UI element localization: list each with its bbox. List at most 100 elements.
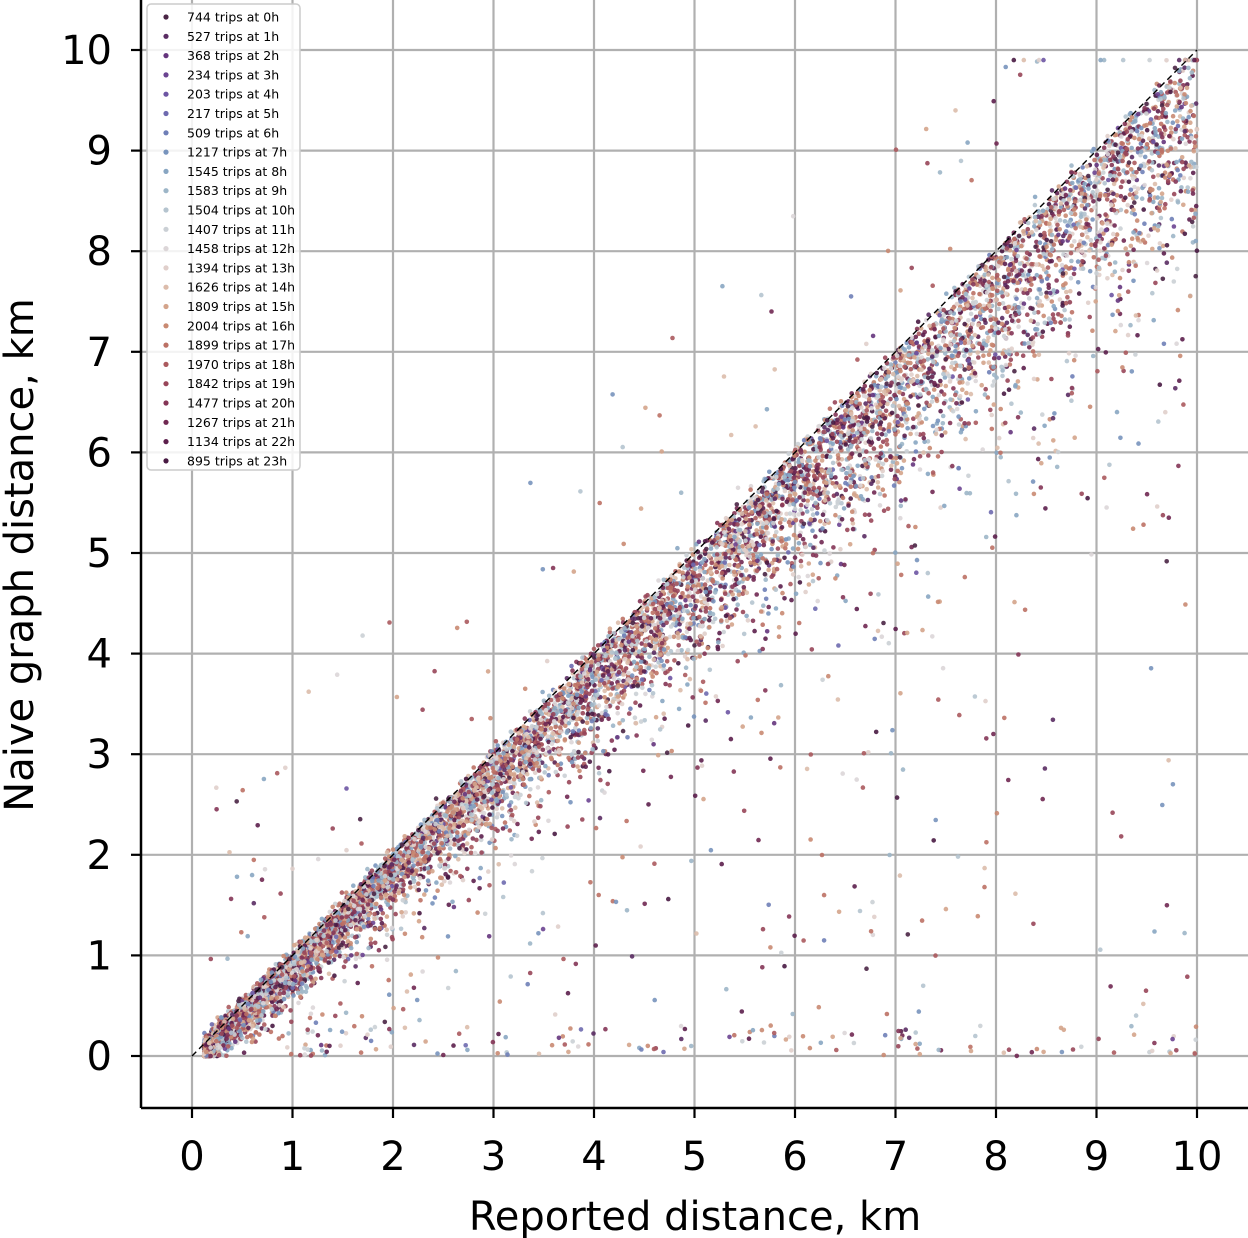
scatter-point [552, 831, 557, 837]
scatter-point [417, 1017, 422, 1023]
scatter-point [1193, 1024, 1199, 1029]
scatter-point [529, 836, 534, 842]
scatter-point [989, 412, 994, 418]
scatter-point [1110, 810, 1115, 815]
scatter-point [1157, 241, 1163, 246]
scatter-point [641, 768, 646, 774]
scatter-point [1104, 221, 1110, 227]
scatter-point [488, 715, 493, 721]
scatter-point [708, 566, 714, 571]
scatter-point [384, 932, 390, 938]
scatter-point [789, 597, 794, 603]
scatter-point [1118, 184, 1124, 190]
scatter-point [607, 768, 612, 774]
scatter-point [1194, 248, 1200, 253]
scatter-point [671, 634, 677, 640]
scatter-point [1068, 250, 1074, 256]
scatter-point [642, 718, 647, 723]
scatter-point [343, 1031, 349, 1036]
scatter-point [1131, 278, 1136, 284]
scatter-point [814, 488, 820, 494]
scatter-point [420, 707, 425, 712]
scatter-point [913, 440, 918, 445]
scatter-point [969, 177, 974, 183]
scatter-point [1039, 460, 1044, 466]
scatter-point [836, 643, 841, 648]
scatter-point [877, 388, 882, 393]
scatter-point [1162, 205, 1167, 211]
scatter-point [540, 855, 545, 861]
scatter-point [339, 1029, 345, 1034]
scatter-point [1177, 353, 1183, 359]
scatter-point [575, 1044, 581, 1049]
scatter-point [966, 318, 971, 323]
scatter-point [917, 1051, 923, 1057]
scatter-point [596, 765, 601, 771]
scatter-point [403, 910, 409, 915]
scatter-point [540, 747, 546, 753]
scatter-point [621, 633, 627, 639]
scatter-point [798, 502, 804, 508]
scatter-point [1191, 148, 1197, 154]
scatter-point [1152, 181, 1158, 187]
scatter-point [1182, 930, 1187, 936]
scatter-point [334, 672, 340, 677]
scatter-point [1156, 185, 1162, 191]
scatter-point [900, 767, 906, 772]
scatter-point [486, 869, 491, 874]
scatter-point [399, 910, 404, 915]
scatter-point [535, 815, 541, 821]
scatter-point [995, 445, 1000, 451]
scatter-point [787, 1034, 792, 1040]
scatter-point [565, 824, 570, 829]
scatter-point [1026, 296, 1032, 301]
scatter-point [795, 546, 801, 552]
scatter-point [1098, 947, 1103, 952]
scatter-point [1017, 72, 1023, 78]
scatter-point [1149, 151, 1155, 156]
scatter-point [643, 405, 648, 411]
scatter-point [730, 592, 735, 597]
scatter-point [1129, 369, 1135, 374]
scatter-point [1151, 317, 1156, 323]
scatter-point [416, 918, 422, 924]
scatter-point [208, 956, 214, 962]
scatter-point [769, 546, 774, 552]
scatter-point [580, 705, 586, 710]
scatter-point [1024, 250, 1030, 256]
scatter-point [1089, 552, 1094, 557]
scatter-point [1118, 226, 1123, 231]
scatter-point [589, 688, 595, 694]
scatter-point [612, 656, 618, 662]
scatter-point [659, 449, 664, 454]
scatter-point [886, 640, 892, 646]
scatter-point [941, 392, 947, 397]
scatter-point [808, 752, 814, 757]
scatter-point [615, 735, 620, 740]
scatter-point [1085, 495, 1090, 501]
scatter-point [378, 895, 384, 900]
scatter-point [983, 698, 988, 704]
scatter-point [714, 569, 720, 575]
scatter-point [743, 653, 748, 658]
scatter-point [273, 962, 279, 967]
scatter-point [458, 873, 463, 879]
scatter-point [922, 439, 927, 445]
scatter-point [485, 669, 491, 674]
scatter-point [1040, 412, 1045, 417]
scatter-point [408, 885, 413, 890]
scatter-point [649, 737, 655, 743]
scatter-point [326, 971, 332, 977]
scatter-point [527, 793, 532, 799]
scatter-point [624, 818, 629, 824]
scatter-point [306, 689, 312, 694]
scatter-point [422, 892, 427, 897]
scatter-point [667, 615, 673, 621]
scatter-point [690, 594, 695, 599]
scatter-point [692, 643, 697, 648]
scatter-point [707, 617, 712, 623]
scatter-point [1016, 318, 1021, 324]
scatter-point [649, 629, 654, 635]
scatter-point [637, 703, 643, 708]
scatter-point [508, 853, 514, 858]
